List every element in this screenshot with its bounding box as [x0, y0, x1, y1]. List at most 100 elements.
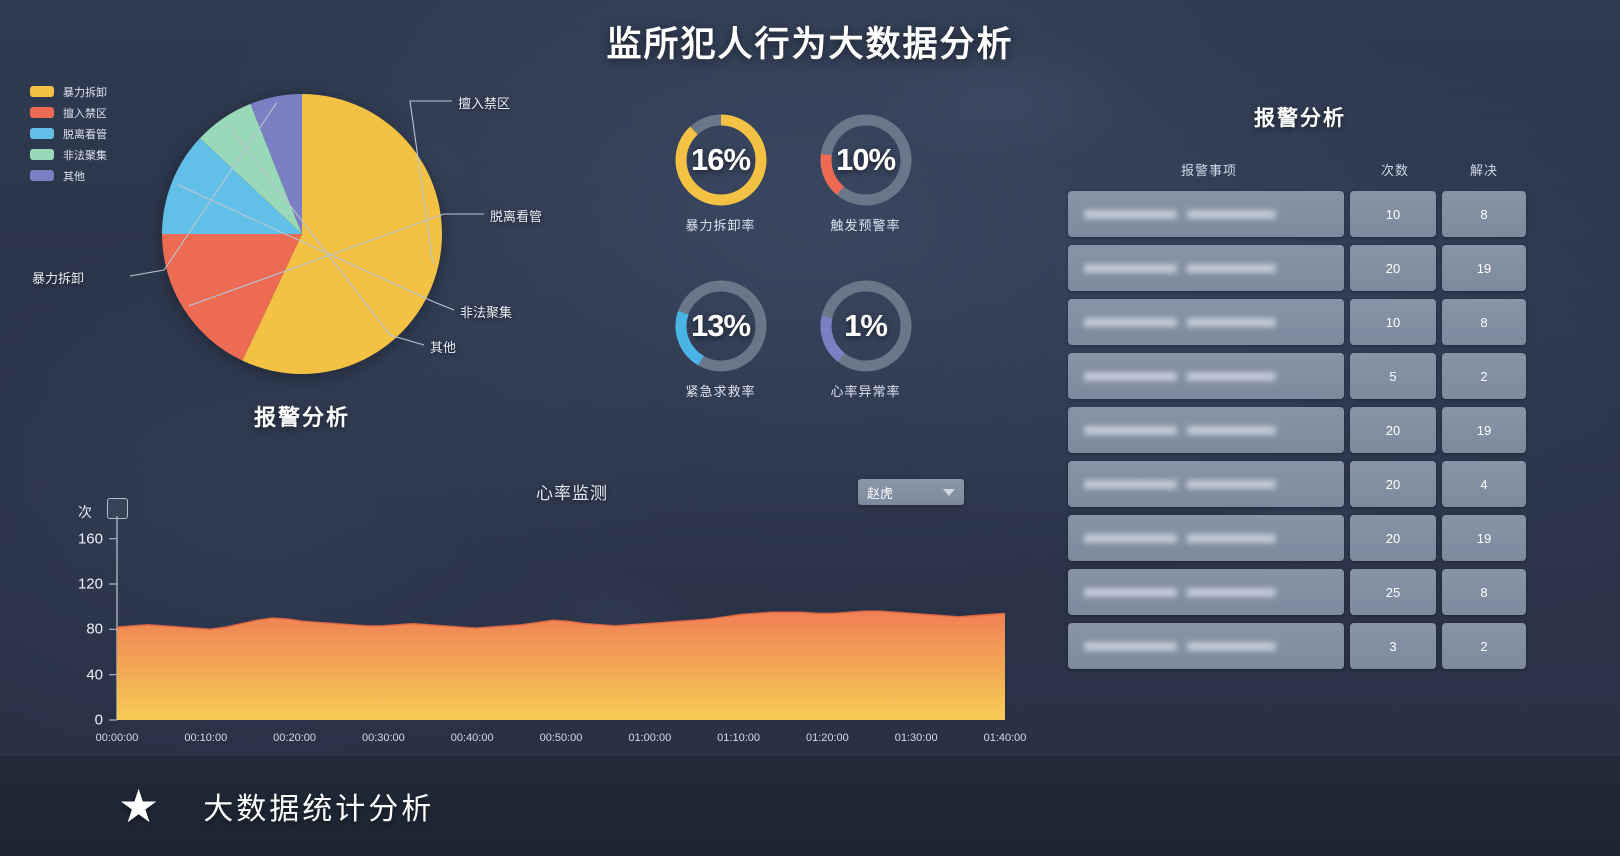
- table-row[interactable]: 10 8: [1068, 191, 1528, 237]
- gauge-violence-rate[interactable]: 16% 暴力拆卸率: [648, 110, 793, 234]
- gauge-ring: 1%: [816, 276, 916, 376]
- cell-resolved: 8: [1442, 191, 1526, 237]
- gauge-heartrate-abnormal[interactable]: 1% 心率异常率: [793, 276, 938, 400]
- gauge-label: 心率异常率: [830, 384, 901, 399]
- x-axis-tick: 01:10:00: [717, 732, 761, 744]
- cell-count: 25: [1350, 569, 1436, 615]
- gauge-warning-rate[interactable]: 10% 触发预警率: [793, 110, 938, 234]
- gauge-arc-svg: [675, 114, 766, 206]
- pie-chart-caption: 报警分析: [253, 405, 350, 430]
- cell-count: 10: [1350, 191, 1436, 237]
- legend-swatch-assembly: [30, 149, 54, 160]
- legend-item[interactable]: 暴力拆卸: [30, 84, 107, 99]
- person-select-value: 赵虎: [867, 485, 894, 501]
- chevron-down-icon: [943, 488, 955, 496]
- pie-callout-assembly: 非法聚集: [460, 305, 513, 320]
- redacted-text: [1084, 425, 1290, 435]
- pie-slice[interactable]: [199, 103, 302, 234]
- pie-callout-escape: 脱离看管: [490, 209, 543, 224]
- gauge-arc-svg: [820, 114, 911, 206]
- cell-alarm-item: [1068, 353, 1344, 399]
- cell-count: 20: [1350, 515, 1436, 561]
- gauge-emergency-rate[interactable]: 13% 紧急求救率: [648, 276, 793, 400]
- legend-item[interactable]: 其他: [30, 168, 107, 183]
- table-row[interactable]: 20 4: [1068, 461, 1528, 507]
- gauge-ring: 10%: [816, 110, 916, 210]
- legend-swatch-intrusion: [30, 107, 54, 118]
- pie-slice[interactable]: [162, 138, 302, 234]
- heart-rate-chart: 次 0 40 80 120 160 00:00:00 00:10:00 00:20:00 00…: [45, 498, 1026, 753]
- person-select[interactable]: 赵虎: [858, 479, 964, 505]
- gauge-ring: 16%: [671, 110, 771, 210]
- cell-alarm-item: [1068, 461, 1344, 507]
- gauge-value: 10%: [835, 142, 896, 177]
- cell-resolved: 8: [1442, 299, 1526, 345]
- legend-label: 非法聚集: [63, 149, 107, 162]
- y-axis-tick: 160: [77, 530, 103, 548]
- cell-alarm-item: [1068, 569, 1344, 615]
- pie-leader-line: [409, 100, 452, 264]
- table-row[interactable]: 20 19: [1068, 407, 1528, 453]
- pie-slice[interactable]: [162, 234, 302, 361]
- gauge-label: 紧急求救率: [685, 384, 756, 399]
- cell-count: 20: [1350, 245, 1436, 291]
- heart-rate-title: 心率监测: [536, 484, 608, 503]
- x-axis-tick: 01:40:00: [983, 732, 1027, 744]
- cell-alarm-item: [1068, 299, 1344, 345]
- pie-slice[interactable]: [242, 94, 442, 374]
- legend-item[interactable]: 擅入禁区: [30, 105, 107, 120]
- pie-legend: 暴力拆卸 擅入禁区 脱离看管 非法聚集 其他: [30, 84, 107, 189]
- pie-slice[interactable]: [250, 94, 302, 234]
- cell-count: 3: [1350, 623, 1436, 669]
- x-axis-tick: 00:20:00: [273, 732, 317, 744]
- redacted-text: [1084, 533, 1290, 543]
- pie-leader-line: [188, 213, 484, 307]
- cell-count: 10: [1350, 299, 1436, 345]
- legend-label: 脱离看管: [63, 128, 107, 141]
- x-axis-tick: 00:30:00: [361, 732, 405, 744]
- table-row[interactable]: 25 8: [1068, 569, 1528, 615]
- cell-resolved: 2: [1442, 353, 1526, 399]
- pie-callout-other: 其他: [430, 340, 457, 355]
- pie-svg: [162, 94, 442, 374]
- table-row[interactable]: 20 19: [1068, 515, 1528, 561]
- legend-swatch-other: [30, 170, 54, 181]
- cell-resolved: 8: [1442, 569, 1526, 615]
- cell-alarm-item: [1068, 515, 1344, 561]
- gauge-label: 暴力拆卸率: [685, 218, 756, 233]
- pie-leader-lines: [129, 100, 484, 346]
- legend-label: 擅入禁区: [63, 107, 107, 120]
- alarm-table-title: 报警分析: [1254, 107, 1346, 130]
- table-row[interactable]: 20 19: [1068, 245, 1528, 291]
- gauge-arc-svg: [675, 280, 766, 372]
- redacted-text: [1084, 641, 1290, 651]
- y-axis-tick: 120: [77, 575, 103, 593]
- redacted-text: [1084, 587, 1290, 597]
- cell-resolved: 19: [1442, 245, 1526, 291]
- cell-alarm-item: [1068, 245, 1344, 291]
- cell-resolved: 4: [1442, 461, 1526, 507]
- redacted-text: [1084, 371, 1290, 381]
- cell-count: 20: [1350, 461, 1436, 507]
- cell-alarm-item: [1068, 623, 1344, 669]
- gauge-value: 16%: [690, 142, 751, 177]
- legend-item[interactable]: 脱离看管: [30, 126, 107, 141]
- pie-callout-violence: 暴力拆卸: [32, 271, 85, 286]
- table-row[interactable]: 10 8: [1068, 299, 1528, 345]
- redacted-text: [1084, 209, 1290, 219]
- legend-label: 其他: [63, 170, 85, 183]
- cell-resolved: 19: [1442, 407, 1526, 453]
- legend-swatch-escape: [30, 128, 54, 139]
- y-axis-tick: 80: [86, 620, 103, 638]
- gauge-arc-svg: [820, 280, 911, 372]
- pie-leader-line: [177, 184, 455, 311]
- gauge-value: 13%: [690, 308, 751, 343]
- alarm-table-body: 10 8 20 19 10 8 5 2 20 19 20 4 20 19 25 8 3 2: [1068, 191, 1528, 669]
- footer-label: 大数据统计分析: [203, 793, 435, 826]
- x-axis-tick: 00:10:00: [184, 732, 228, 744]
- legend-item[interactable]: 非法聚集: [30, 147, 107, 162]
- star-icon: ★: [118, 780, 160, 832]
- gauge-ring: 13%: [671, 276, 771, 376]
